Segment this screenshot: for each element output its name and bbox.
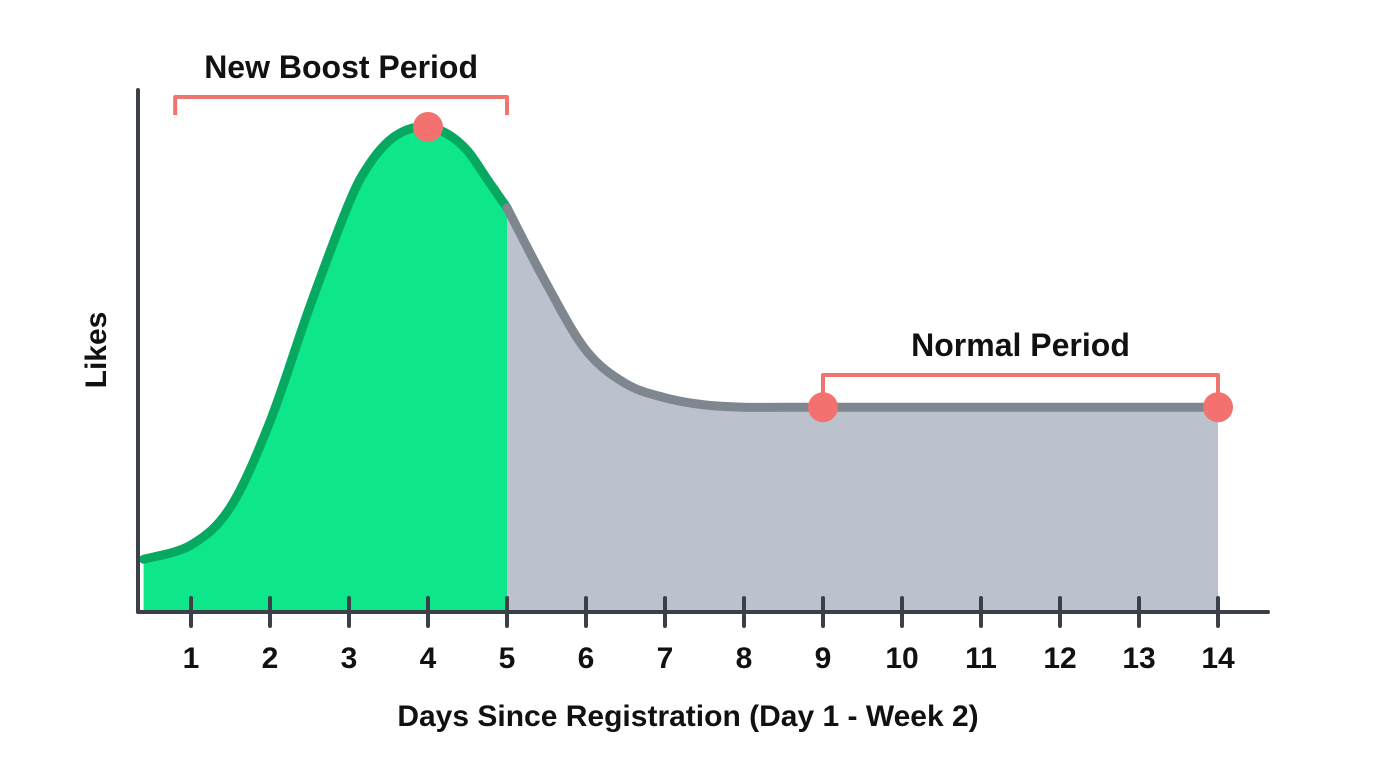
x-tick-label-4: 4 <box>420 642 437 675</box>
highlight-point-3 <box>1203 392 1233 423</box>
x-tick-label-7: 7 <box>657 642 674 675</box>
series-lines <box>139 122 1223 564</box>
x-tick-label-9: 9 <box>815 642 832 675</box>
highlight-points <box>413 112 1233 423</box>
annotation-bracket-1 <box>173 95 509 115</box>
x-tick-label-6: 6 <box>578 642 595 675</box>
x-tick-label-14: 14 <box>1201 642 1235 675</box>
highlight-point-1 <box>413 112 443 142</box>
annotation-label-2: Normal Period <box>911 327 1130 363</box>
x-tick-label-12: 12 <box>1043 642 1076 675</box>
x-tick-label-5: 5 <box>499 642 516 675</box>
x-tick-label-8: 8 <box>736 642 753 675</box>
x-axis-title: Days Since Registration (Day 1 - Week 2) <box>397 700 978 733</box>
annotation-label-1: New Boost Period <box>204 49 478 85</box>
x-ticks: 1 2 3 4 5 6 7 8 9 10 11 12 13 14 <box>183 596 1235 675</box>
series-line-segment-1 <box>139 122 512 564</box>
series-line-segment-2 <box>502 203 1223 412</box>
axes <box>136 88 1270 614</box>
x-tick-label-3: 3 <box>341 642 358 675</box>
period-annotations: New Boost Period Normal Period <box>173 49 1220 393</box>
highlight-point-2 <box>808 392 838 423</box>
x-tick-label-13: 13 <box>1122 642 1155 675</box>
y-axis-title: Likes <box>80 312 113 389</box>
shaded-areas <box>143 126 1218 612</box>
x-tick-label-11: 11 <box>965 642 997 675</box>
x-tick-label-1: 1 <box>183 642 200 675</box>
x-tick-label-10: 10 <box>885 642 918 675</box>
annotation-bracket-2 <box>821 373 1220 393</box>
x-tick-label-2: 2 <box>262 642 279 675</box>
area-region-1 <box>143 126 507 612</box>
